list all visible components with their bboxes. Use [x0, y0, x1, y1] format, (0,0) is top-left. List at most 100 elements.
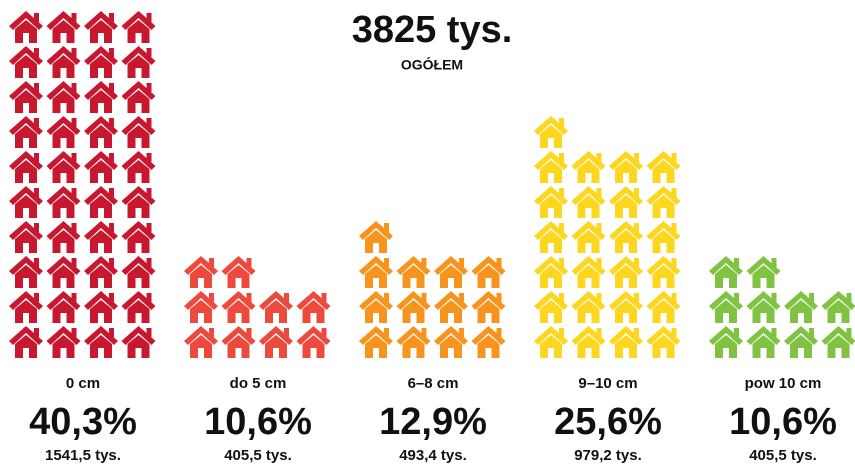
category-label: 6–8 cm [408, 375, 459, 392]
house-icon [396, 256, 431, 288]
house-icon [746, 291, 781, 323]
house-icon [221, 326, 256, 358]
house-icon [9, 221, 43, 253]
house-icon [746, 326, 781, 358]
house-icon [296, 326, 331, 358]
house-icon [434, 326, 468, 358]
icon-group [359, 221, 506, 358]
house-icon [646, 326, 681, 358]
house-icon [571, 291, 606, 323]
chart-title: 3825 tys. [352, 9, 513, 51]
house-icon [46, 186, 81, 218]
house-icon [746, 256, 781, 288]
house-icon [359, 291, 393, 323]
house-icon [121, 151, 156, 183]
house-icon [646, 256, 681, 288]
house-icon [609, 186, 643, 218]
house-icon [9, 81, 43, 113]
house-icon [84, 256, 118, 288]
category-label: 0 cm [66, 375, 100, 392]
house-icon [646, 291, 681, 323]
house-icon [46, 291, 81, 323]
category-label: do 5 cm [230, 375, 287, 392]
category-label: 9–10 cm [578, 375, 637, 392]
house-icon [46, 221, 81, 253]
house-icon [84, 151, 118, 183]
house-icon [121, 256, 156, 288]
amount-label: 1541,5 tys. [45, 447, 121, 464]
house-icon [9, 116, 43, 148]
house-icon [84, 291, 118, 323]
house-icon [709, 256, 743, 288]
house-icon [84, 81, 118, 113]
house-icon [259, 291, 293, 323]
house-icon [9, 291, 43, 323]
amount-label: 979,2 tys. [574, 447, 642, 464]
icon-group [184, 256, 331, 358]
house-icon [221, 256, 256, 288]
house-icon [821, 291, 855, 323]
house-icon [46, 256, 81, 288]
house-icon [84, 11, 118, 43]
icon-group [9, 11, 156, 358]
house-icon [646, 186, 681, 218]
house-icon [571, 256, 606, 288]
amount-label: 405,5 tys. [224, 447, 292, 464]
house-icon [84, 221, 118, 253]
house-icon [434, 256, 468, 288]
house-icon [534, 116, 568, 148]
house-icon [121, 11, 156, 43]
house-icon [571, 221, 606, 253]
percent-label: 25,6% [554, 401, 662, 443]
house-icon [9, 186, 43, 218]
house-icon [646, 221, 681, 253]
house-icon [646, 151, 681, 183]
house-icon [46, 46, 81, 78]
house-icon [471, 256, 506, 288]
house-icon [534, 221, 568, 253]
house-icon [46, 151, 81, 183]
house-icon [121, 221, 156, 253]
percent-label: 10,6% [729, 401, 837, 443]
house-icon [709, 326, 743, 358]
house-icon [359, 326, 393, 358]
house-icon [121, 291, 156, 323]
house-icon [84, 46, 118, 78]
house-icon [609, 221, 643, 253]
house-icon [259, 326, 293, 358]
house-icon [571, 186, 606, 218]
chart-subtitle: OGÓŁEM [401, 56, 463, 73]
house-icon [609, 151, 643, 183]
amount-label: 405,5 tys. [749, 447, 817, 464]
house-icon [784, 291, 818, 323]
house-icon [359, 256, 393, 288]
house-icon [784, 326, 818, 358]
house-icon [184, 326, 218, 358]
house-icon [821, 326, 855, 358]
house-icon [534, 186, 568, 218]
house-icon [121, 326, 156, 358]
house-icon [9, 11, 43, 43]
house-icon [121, 186, 156, 218]
house-icon [46, 81, 81, 113]
house-icon [396, 291, 431, 323]
house-icon [121, 116, 156, 148]
house-icon [121, 46, 156, 78]
house-icon [46, 116, 81, 148]
house-icon [434, 291, 468, 323]
house-icon [534, 326, 568, 358]
house-icon [396, 326, 431, 358]
category-label: pow 10 cm [745, 375, 822, 392]
house-icon [534, 291, 568, 323]
house-icon [184, 256, 218, 288]
house-icon [534, 256, 568, 288]
house-icon [184, 291, 218, 323]
house-icon [9, 46, 43, 78]
house-icon [84, 326, 118, 358]
house-icon [359, 221, 393, 253]
house-icon [571, 151, 606, 183]
percent-label: 10,6% [204, 401, 312, 443]
house-icon [9, 326, 43, 358]
house-icon [609, 256, 643, 288]
